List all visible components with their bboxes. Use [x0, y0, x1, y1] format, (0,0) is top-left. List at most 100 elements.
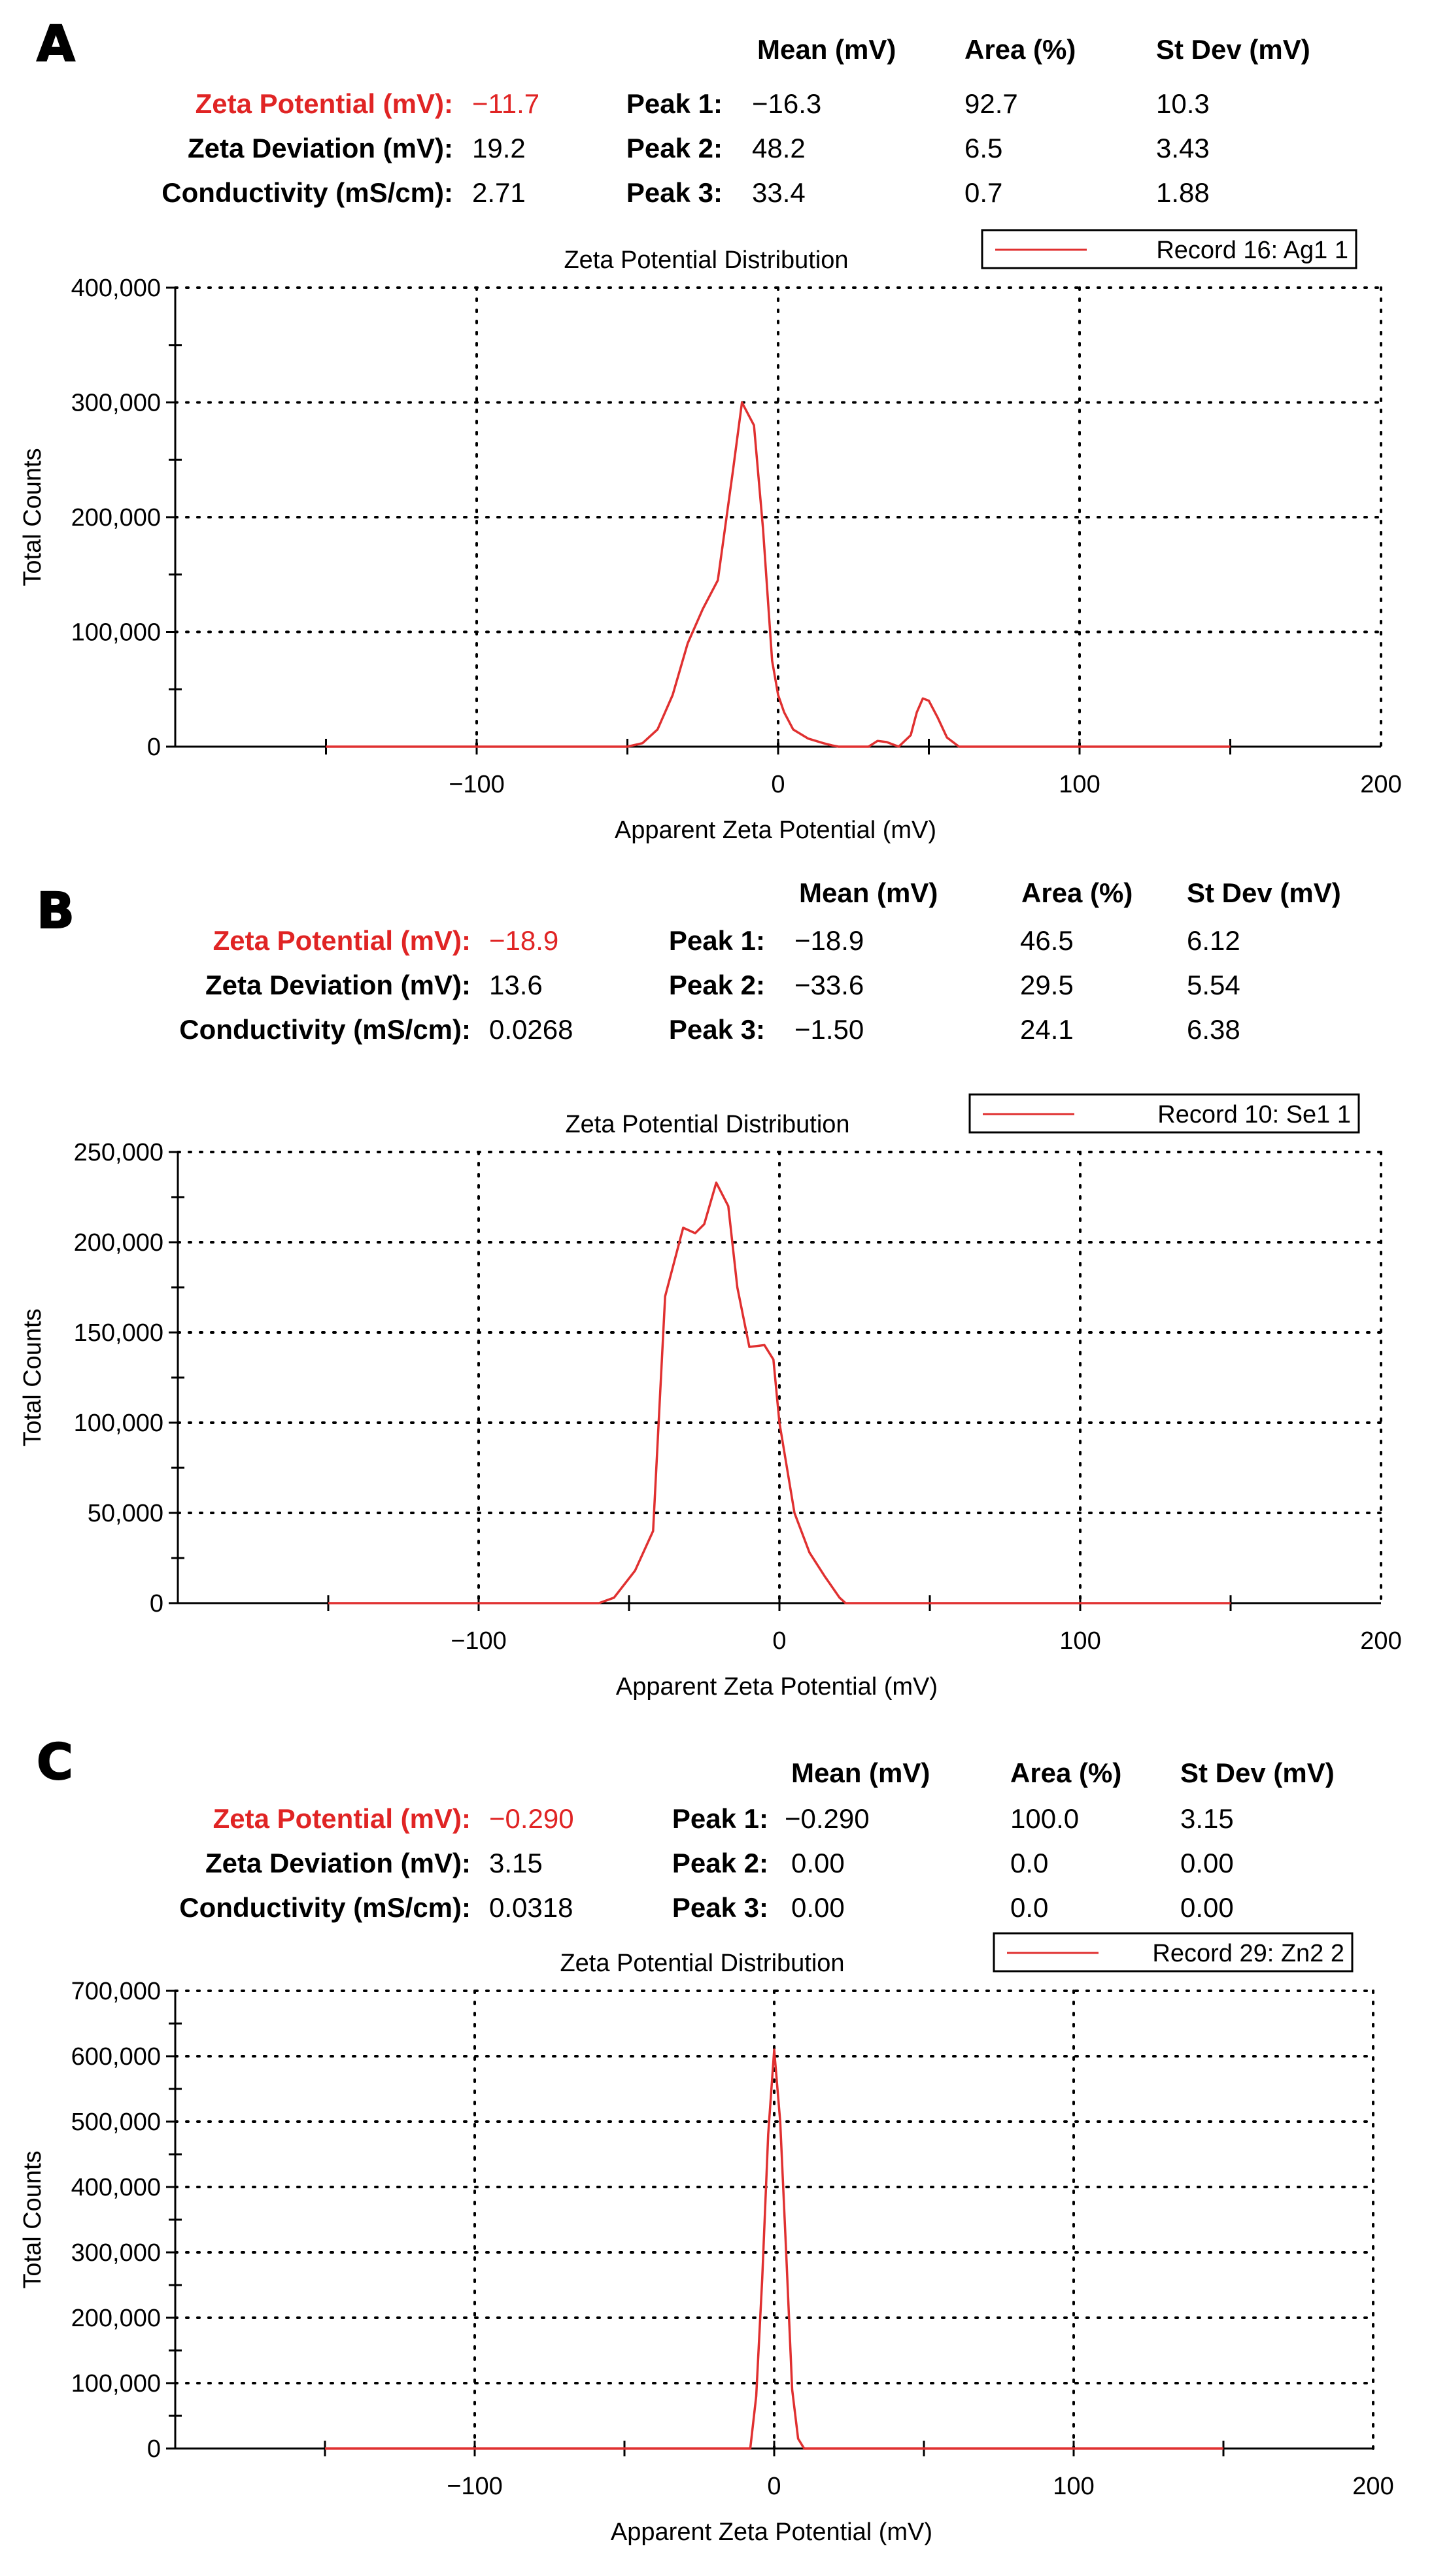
y-tick-label: 100,000 [71, 619, 161, 647]
y-tick-label: 0 [147, 734, 161, 761]
legend: Record 16: Ag1 1 [981, 229, 1357, 269]
header-area: Area (%) [964, 34, 1076, 65]
peak-1-stdev: 10.3 [1156, 88, 1210, 119]
peak-3-label: Peak 3: [672, 1892, 768, 1923]
y-tick-label: 50,000 [88, 1500, 163, 1527]
peak-1-label: Peak 1: [626, 88, 723, 119]
x-tick-label: 100 [1059, 1627, 1100, 1655]
panel-letter: C [36, 1732, 74, 1791]
header-area: Area (%) [1010, 1757, 1122, 1788]
peak-1-mean: −18.9 [794, 925, 864, 956]
zeta-potential-label: Zeta Potential (mV): [195, 88, 453, 119]
peak-2-area: 6.5 [964, 133, 1003, 163]
series-line [326, 401, 1231, 748]
peak-3-mean: −1.50 [794, 1014, 864, 1045]
series-line [328, 1181, 1231, 1604]
y-tick-label: 300,000 [71, 390, 161, 417]
legend-label: Record 10: Se1 1 [1157, 1101, 1351, 1128]
peak-2-label: Peak 2: [668, 970, 765, 1000]
zeta-deviation-label: Zeta Deviation (mV): [205, 1848, 471, 1878]
zeta-deviation-label: Zeta Deviation (mV): [205, 970, 471, 1000]
x-tick-label: 0 [767, 2473, 781, 2500]
chart-title: Zeta Potential Distribution [560, 1950, 844, 1977]
peak-2-label: Peak 2: [626, 133, 723, 163]
peak-1-stdev: 6.12 [1187, 925, 1240, 956]
x-tick-label: 200 [1352, 2473, 1393, 2500]
y-axis-label: Total Counts [19, 2150, 46, 2288]
conductivity-label: Conductivity (mS/cm): [162, 177, 453, 208]
zeta-potential-value: −11.7 [472, 88, 540, 119]
y-axis-label: Total Counts [19, 448, 46, 586]
peak-3-label: Peak 3: [626, 177, 723, 208]
header-stdev: St Dev (mV) [1180, 1757, 1335, 1788]
y-tick-label: 100,000 [74, 1410, 163, 1437]
peak-1-area: 46.5 [1020, 925, 1074, 956]
peak-1-area: 100.0 [1010, 1803, 1080, 1834]
series-line [325, 2048, 1223, 2450]
conductivity-label: Conductivity (mS/cm): [179, 1014, 471, 1045]
peak-2-label: Peak 2: [672, 1848, 768, 1878]
chart-title: Zeta Potential Distribution [564, 246, 848, 274]
y-tick-label: 200,000 [71, 504, 161, 532]
y-tick-label: 250,000 [74, 1139, 163, 1166]
y-tick-label: 100,000 [71, 2370, 161, 2398]
x-tick-label: 0 [771, 771, 785, 798]
peak-3-area: 24.1 [1020, 1014, 1074, 1045]
header-mean: Mean (mV) [757, 34, 896, 65]
peak-3-label: Peak 3: [668, 1014, 765, 1045]
peak-2-mean: 48.2 [752, 133, 806, 163]
peak-2-area: 29.5 [1020, 970, 1074, 1000]
conductivity-value: 0.0268 [489, 1014, 573, 1045]
y-tick-label: 700,000 [71, 1978, 161, 2005]
zeta-deviation-label: Zeta Deviation (mV): [187, 133, 453, 163]
panel-letter: B [36, 881, 75, 940]
header-mean: Mean (mV) [791, 1757, 930, 1788]
y-tick-label: 500,000 [71, 2109, 161, 2136]
y-tick-label: 200,000 [71, 2305, 161, 2332]
conductivity-value: 0.0318 [489, 1892, 573, 1923]
conductivity-value: 2.71 [472, 177, 526, 208]
y-tick-label: 400,000 [71, 2174, 161, 2201]
peak-3-mean: 0.00 [791, 1892, 845, 1923]
x-axis-label: Apparent Zeta Potential (mV) [611, 2518, 932, 2546]
peak-2-stdev: 5.54 [1187, 970, 1240, 1000]
legend: Record 10: Se1 1 [968, 1093, 1360, 1134]
x-tick-label: −100 [447, 2473, 503, 2500]
zeta-chart-c: Zeta Potential Distribution 0 100,000 200,0… [19, 1932, 1394, 2546]
x-tick-label: 0 [772, 1627, 786, 1655]
legend: Record 29: Zn2 2 [993, 1932, 1354, 1973]
y-tick-label: 150,000 [74, 1319, 163, 1347]
header-mean: Mean (mV) [799, 877, 938, 908]
header-stdev: St Dev (mV) [1187, 877, 1341, 908]
peak-2-area: 0.0 [1010, 1848, 1049, 1878]
y-tick-label: 300,000 [71, 2239, 161, 2267]
y-tick-label: 0 [150, 1590, 163, 1618]
y-tick-label: 0 [147, 2435, 161, 2463]
peak-2-stdev: 0.00 [1180, 1848, 1234, 1878]
zeta-potential-label: Zeta Potential (mV): [213, 925, 471, 956]
zeta-potential-value: −18.9 [489, 925, 559, 956]
peak-2-mean: −33.6 [794, 970, 864, 1000]
zeta-potential-label: Zeta Potential (mV): [213, 1803, 471, 1834]
peak-3-stdev: 1.88 [1156, 177, 1210, 208]
panel-letter: A [36, 14, 76, 73]
header-area: Area (%) [1021, 877, 1133, 908]
y-tick-label: 600,000 [71, 2043, 161, 2071]
peak-1-label: Peak 1: [672, 1803, 768, 1834]
x-axis-label: Apparent Zeta Potential (mV) [616, 1673, 938, 1701]
zeta-potential-value: −0.290 [489, 1803, 574, 1834]
peak-3-area: 0.0 [1010, 1892, 1049, 1923]
peak-2-stdev: 3.43 [1156, 133, 1210, 163]
peak-3-stdev: 0.00 [1180, 1892, 1234, 1923]
peak-3-mean: 33.4 [752, 177, 806, 208]
y-axis-label: Total Counts [19, 1308, 46, 1446]
peak-1-stdev: 3.15 [1180, 1803, 1234, 1834]
chart-title: Zeta Potential Distribution [565, 1111, 849, 1138]
peak-1-area: 92.7 [964, 88, 1018, 119]
x-tick-label: 100 [1059, 771, 1100, 798]
conductivity-label: Conductivity (mS/cm): [179, 1892, 471, 1923]
peak-2-mean: 0.00 [791, 1848, 845, 1878]
x-tick-label: −100 [449, 771, 505, 798]
x-tick-label: −100 [451, 1627, 507, 1655]
zeta-deviation-value: 3.15 [489, 1848, 543, 1878]
